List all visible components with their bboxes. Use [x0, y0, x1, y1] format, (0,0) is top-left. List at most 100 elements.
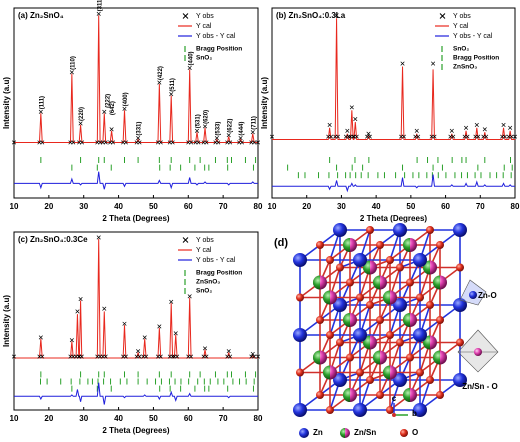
- obs-point: [214, 136, 219, 141]
- legend-label: ZnSnO₃: [196, 279, 220, 286]
- polyhedron-label: Zn-O: [478, 291, 497, 300]
- obs-point: [103, 140, 108, 145]
- atom-o: [356, 368, 364, 377]
- atom-o: [376, 391, 384, 399]
- obs-point: [512, 134, 518, 139]
- atom-o: [346, 278, 354, 287]
- atom-zn: [413, 403, 427, 417]
- obs-point: [173, 331, 178, 336]
- obs-point: [137, 354, 142, 359]
- obs-point: [255, 140, 261, 145]
- atom-zn: [333, 298, 347, 312]
- obs-point: [157, 324, 162, 329]
- atom-znsn-half: [343, 313, 350, 327]
- atom-znsn-half: [323, 290, 330, 305]
- obs-point: [451, 134, 456, 139]
- obs-point: [432, 134, 437, 139]
- x-tick-label: 60: [184, 202, 193, 211]
- legend-symbol: [439, 13, 446, 19]
- atom-o: [316, 316, 324, 324]
- atom-o: [436, 391, 444, 399]
- atom-zn: [469, 291, 477, 299]
- obs-point: [509, 134, 514, 139]
- atom-o: [366, 376, 374, 384]
- obs-point: [187, 65, 192, 70]
- obs-point: [252, 140, 257, 145]
- atom-znsn-half: [383, 290, 390, 305]
- legend-symbol: [182, 13, 189, 19]
- series-line: [14, 382, 258, 405]
- x-tick-label: 10: [10, 414, 19, 423]
- obs-point: [239, 140, 245, 145]
- axis-label: b: [412, 409, 417, 418]
- obs-point: [202, 346, 208, 351]
- legend-symbol: [182, 237, 189, 243]
- peak-label: (400): [123, 92, 129, 106]
- atom-zn: [353, 328, 367, 342]
- series-line: [272, 174, 515, 193]
- legend-label: Y obs - Y cal: [453, 33, 493, 40]
- obs-point: [250, 130, 255, 135]
- atom-znsn-half: [323, 365, 330, 380]
- legend-label: Y obs: [453, 13, 471, 20]
- obs-point: [508, 125, 513, 130]
- obs-point: [102, 306, 107, 311]
- obs-point: [465, 134, 470, 139]
- series-line: [14, 15, 258, 143]
- obs-point: [416, 134, 421, 139]
- obs-point: [327, 122, 332, 127]
- legend-label: Y obs: [196, 13, 214, 20]
- x-tick-label: 40: [114, 202, 123, 211]
- x-tick-label: 50: [406, 202, 415, 211]
- x-axis-label: 2 Theta (Degrees): [102, 214, 169, 223]
- legend-label: Y cal: [453, 23, 469, 30]
- x-tick-label: 40: [372, 202, 381, 211]
- obs-point: [204, 354, 209, 359]
- atom-zn: [293, 403, 307, 417]
- atom-zn: [413, 328, 427, 342]
- atom-o: [316, 391, 324, 399]
- obs-point: [228, 354, 233, 359]
- atom-o: [416, 368, 424, 377]
- peak-label: (220): [79, 107, 85, 121]
- atom-o: [326, 406, 334, 414]
- legend-label: SnO₂: [196, 55, 212, 62]
- atom-zn: [333, 373, 347, 387]
- peak-label: (422): [158, 66, 164, 80]
- obs-point: [226, 133, 231, 138]
- atom-o: [376, 241, 384, 249]
- obs-point: [464, 125, 469, 130]
- atom-znsn-half: [373, 275, 380, 290]
- peak-label: (711): [251, 116, 257, 130]
- legend-label: Y obs - Y cal: [196, 257, 236, 264]
- obs-point: [354, 134, 359, 139]
- obs-point: [76, 354, 81, 359]
- peak-label: (620): [204, 110, 210, 124]
- obs-point: [334, 13, 339, 18]
- atom-znsn: [474, 348, 482, 356]
- plot-frame: [271, 7, 516, 199]
- plot-frame: [13, 7, 259, 199]
- polyhedron-label: Zn/Sn - O: [462, 382, 498, 391]
- obs-point: [349, 105, 354, 110]
- obs-point: [187, 294, 192, 299]
- peak-label: (440): [188, 51, 194, 65]
- atom-zn: [353, 253, 367, 267]
- atom-znsn-half: [403, 313, 410, 327]
- peak-label: (110): [70, 56, 76, 70]
- atom-o: [346, 353, 354, 362]
- obs-point: [158, 140, 163, 145]
- obs-point: [78, 121, 83, 126]
- atom-o: [396, 338, 404, 347]
- atom-o: [426, 376, 434, 384]
- obs-point: [169, 92, 174, 97]
- obs-point: [110, 140, 116, 145]
- legend-zn: [299, 428, 309, 438]
- atom-o: [296, 293, 304, 302]
- x-tick-label: 30: [337, 202, 346, 211]
- obs-point: [11, 354, 17, 359]
- panel-title: (a) Zn₂SnO₄: [18, 11, 64, 20]
- legend-label: Y cal: [196, 23, 212, 30]
- obs-point: [400, 61, 405, 66]
